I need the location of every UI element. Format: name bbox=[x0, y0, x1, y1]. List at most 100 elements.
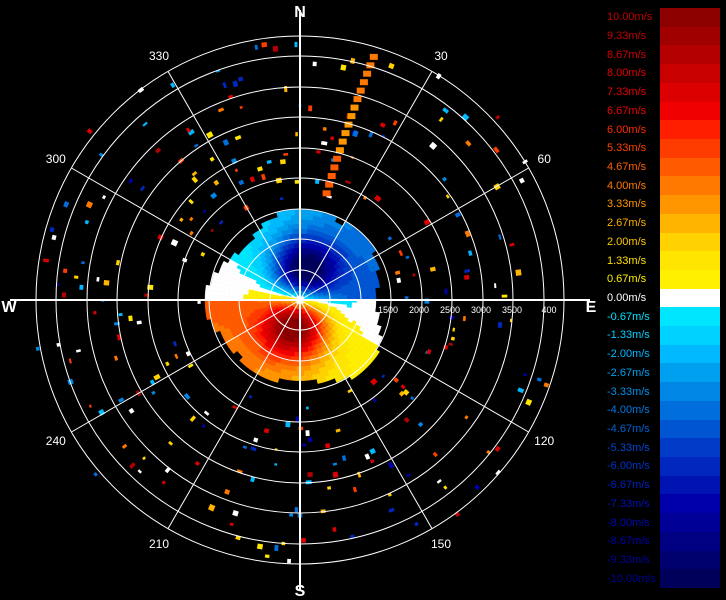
legend-label: 3.33m/s bbox=[607, 198, 647, 211]
azimuth-label: 150 bbox=[431, 537, 451, 551]
legend-label: 0.00m/s bbox=[607, 292, 647, 304]
echo-gate bbox=[242, 445, 248, 450]
echo-gate bbox=[275, 177, 283, 184]
velocity-cell bbox=[303, 219, 309, 225]
echo-gate bbox=[42, 258, 50, 263]
echo-gate bbox=[232, 404, 239, 410]
echo-gate bbox=[302, 443, 307, 447]
echo-gate bbox=[234, 168, 239, 173]
echo-gate bbox=[497, 321, 503, 329]
echo-gate bbox=[543, 382, 550, 388]
echo-gate bbox=[327, 173, 336, 179]
velocity-cell bbox=[347, 294, 353, 298]
echo-gate bbox=[344, 121, 353, 128]
echo-gate bbox=[494, 283, 497, 289]
echo-gate bbox=[264, 554, 270, 559]
azimuth-spoke bbox=[167, 299, 301, 529]
echo-gate bbox=[128, 407, 135, 414]
echo-gate bbox=[412, 273, 416, 277]
velocity-cell bbox=[303, 365, 308, 372]
echo-gate bbox=[294, 41, 298, 48]
velocity-cell bbox=[291, 375, 297, 381]
echo-gate bbox=[435, 73, 442, 80]
velocity-cell bbox=[287, 219, 293, 226]
echo-gate bbox=[185, 127, 191, 133]
echo-gate bbox=[515, 269, 522, 276]
echo-gate bbox=[49, 226, 55, 233]
echo-gate bbox=[307, 472, 313, 478]
legend-label: -3.33m/s bbox=[607, 385, 650, 398]
velocity-cell bbox=[209, 304, 216, 310]
echo-gate bbox=[464, 415, 469, 420]
echo-gate bbox=[154, 147, 162, 154]
echo-gate bbox=[432, 451, 438, 458]
echo-gate bbox=[426, 348, 432, 355]
color-bar-segment bbox=[660, 288, 720, 308]
range-labels: 1500 2000 2500 3000 3500 400 bbox=[378, 305, 557, 315]
velocity-cell bbox=[228, 306, 235, 312]
echo-gate bbox=[444, 288, 448, 295]
echo-gate bbox=[363, 70, 372, 77]
echo-gate bbox=[388, 507, 395, 513]
echo-gate bbox=[222, 81, 228, 89]
echo-gate bbox=[136, 320, 142, 325]
color-bar-segment bbox=[660, 138, 720, 159]
echo-gate bbox=[463, 274, 470, 280]
echo-gate bbox=[256, 166, 263, 172]
velocity-cell bbox=[351, 293, 358, 298]
echo-gate bbox=[464, 230, 471, 238]
legend-label: -5.33m/s bbox=[607, 441, 650, 454]
echo-gate bbox=[121, 443, 128, 449]
color-bar-segment bbox=[660, 513, 720, 533]
echo-gate bbox=[350, 104, 359, 111]
echo-gate bbox=[229, 522, 234, 527]
velocity-cell bbox=[219, 307, 226, 313]
echo-gate bbox=[289, 513, 294, 517]
echo-gate bbox=[237, 76, 244, 82]
velocity-cell bbox=[223, 303, 230, 309]
velocity-cell bbox=[210, 308, 216, 315]
echo-gate bbox=[314, 179, 320, 185]
azimuth-spokes bbox=[10, 10, 590, 590]
azimuth-spoke bbox=[71, 299, 301, 433]
color-bar-segment bbox=[660, 157, 720, 177]
velocity-cell bbox=[288, 228, 294, 235]
echo-gate bbox=[445, 194, 450, 199]
echo-gate bbox=[202, 209, 207, 214]
color-bar-segment bbox=[660, 438, 720, 458]
azimuth-label: 60 bbox=[538, 152, 552, 166]
echo-gate bbox=[165, 361, 170, 367]
velocity-cell bbox=[209, 290, 216, 296]
echo-gate bbox=[312, 61, 317, 67]
echo-gate bbox=[137, 469, 143, 474]
echo-gate bbox=[509, 242, 515, 247]
velocity-cell bbox=[247, 302, 253, 306]
echo-gate bbox=[183, 392, 191, 400]
echo-gate bbox=[101, 194, 107, 200]
echo-gate bbox=[344, 179, 352, 185]
echo-gate bbox=[294, 180, 300, 184]
legend-label: -0.67m/s bbox=[607, 310, 650, 323]
echo-gate bbox=[73, 275, 79, 279]
velocity-cell bbox=[290, 214, 296, 220]
echo-gate bbox=[68, 358, 72, 364]
velocity-cell bbox=[370, 287, 376, 293]
echo-gate bbox=[191, 176, 199, 184]
echo-gate bbox=[494, 445, 501, 453]
legend-label: 4.00m/s bbox=[607, 179, 647, 192]
echo-gate bbox=[207, 503, 216, 512]
compass-north: N bbox=[294, 4, 306, 21]
color-bar-segment bbox=[660, 101, 720, 121]
echo-gate bbox=[448, 342, 454, 347]
echo-gate bbox=[393, 377, 400, 383]
velocity-legend: 10.00m/s 9.33m/s 8.67m/s 8.00m/s 7.33m/s 6.67… bbox=[605, 8, 723, 589]
velocity-cell bbox=[361, 292, 367, 297]
velocity-cell bbox=[292, 228, 297, 235]
velocity-cell bbox=[365, 288, 372, 294]
echo-gate bbox=[75, 349, 82, 353]
velocity-cell bbox=[239, 356, 247, 364]
echo-gate bbox=[209, 156, 215, 162]
velocity-cell bbox=[291, 223, 297, 230]
color-bar-segment bbox=[660, 550, 720, 570]
